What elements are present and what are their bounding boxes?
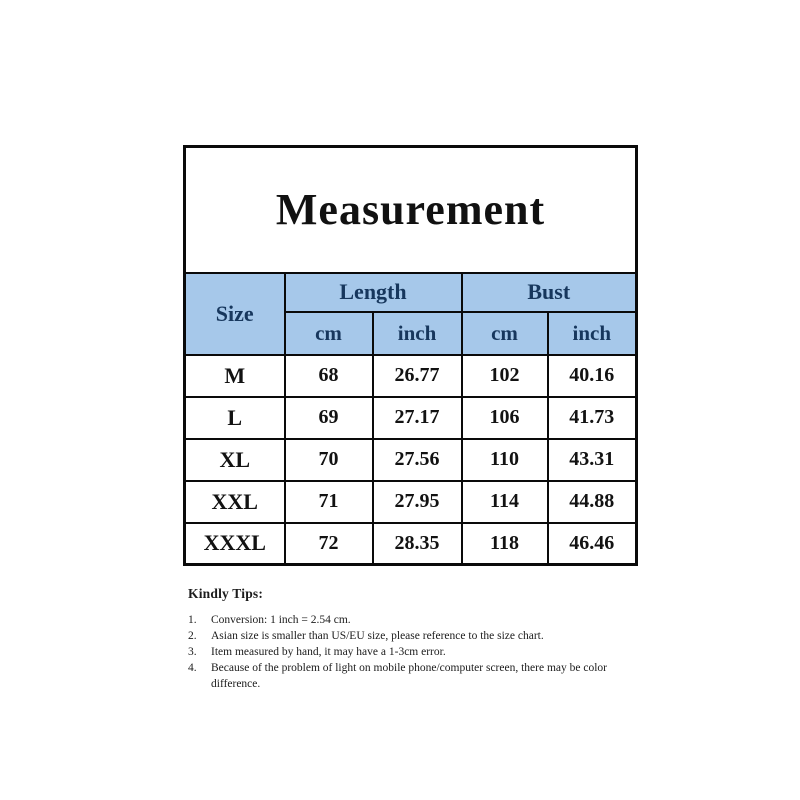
size-label: M	[183, 353, 286, 398]
length-inch: 26.77	[371, 353, 463, 398]
column-group-length: Length	[283, 271, 463, 313]
kindly-tips-section: Kindly Tips: 1. Conversion: 1 inch = 2.5…	[188, 586, 640, 692]
tip-number: 1.	[188, 614, 197, 626]
column-group-bust: Bust	[460, 271, 638, 313]
size-label: XXXL	[183, 521, 286, 566]
measurement-table: Measurement Size Length Bust cm inch cm …	[183, 145, 639, 566]
column-header-size: Size	[183, 271, 286, 356]
table-title-row: Measurement	[183, 145, 638, 274]
length-inch: 27.17	[371, 395, 463, 440]
length-cm: 70	[283, 437, 374, 482]
length-inch: 27.95	[371, 479, 463, 524]
length-inch: 27.56	[371, 437, 463, 482]
bust-inch: 40.16	[546, 353, 638, 398]
tips-heading: Kindly Tips:	[188, 586, 264, 601]
tip-item: 4. Because of the problem of light on mo…	[188, 660, 640, 692]
table-sub-header-row: cm inch cm inch	[185, 310, 638, 356]
bust-inch: 46.46	[546, 521, 638, 566]
page-title: Measurement	[183, 145, 638, 274]
table-row: L 69 27.17 106 41.73	[183, 395, 638, 440]
tip-number: 3.	[188, 646, 197, 658]
tip-number: 2.	[188, 630, 197, 642]
column-header-bust-inch: inch	[546, 310, 638, 356]
table-row: M 68 26.77 102 40.16	[183, 353, 638, 398]
tip-text: Because of the problem of light on mobil…	[211, 662, 607, 690]
table-row: XXL 71 27.95 114 44.88	[183, 479, 638, 524]
column-header-bust-cm: cm	[460, 310, 549, 356]
length-inch: 28.35	[371, 521, 463, 566]
table-row: XXXL 72 28.35 118 46.46	[183, 521, 638, 566]
column-header-length-cm: cm	[283, 310, 374, 356]
bust-inch: 41.73	[546, 395, 638, 440]
bust-cm: 106	[460, 395, 549, 440]
length-cm: 68	[283, 353, 374, 398]
length-cm: 71	[283, 479, 374, 524]
tip-number: 4.	[188, 662, 197, 674]
table-group-header-row: Size Length Bust	[183, 271, 638, 356]
bust-inch: 43.31	[546, 437, 638, 482]
tip-item: 3. Item measured by hand, it may have a …	[188, 644, 640, 660]
bust-cm: 118	[460, 521, 549, 566]
size-label: L	[183, 395, 286, 440]
tip-item: 1. Conversion: 1 inch = 2.54 cm.	[188, 612, 640, 628]
column-header-length-inch: inch	[371, 310, 463, 356]
size-label: XXL	[183, 479, 286, 524]
tip-item: 2. Asian size is smaller than US/EU size…	[188, 628, 640, 644]
tip-text: Asian size is smaller than US/EU size, p…	[211, 630, 544, 642]
bust-cm: 110	[460, 437, 549, 482]
bust-cm: 114	[460, 479, 549, 524]
size-label: XL	[183, 437, 286, 482]
tip-text: Conversion: 1 inch = 2.54 cm.	[211, 614, 351, 626]
table-row: XL 70 27.56 110 43.31	[183, 437, 638, 482]
length-cm: 72	[283, 521, 374, 566]
length-cm: 69	[283, 395, 374, 440]
bust-cm: 102	[460, 353, 549, 398]
bust-inch: 44.88	[546, 479, 638, 524]
tip-text: Item measured by hand, it may have a 1-3…	[211, 646, 446, 658]
